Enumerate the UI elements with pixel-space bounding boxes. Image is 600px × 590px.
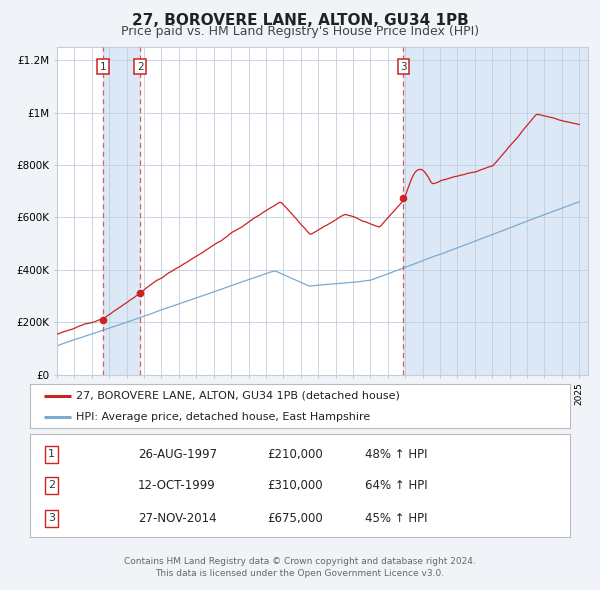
Text: 1: 1 xyxy=(48,450,55,459)
Text: £210,000: £210,000 xyxy=(268,448,323,461)
Text: 27-NOV-2014: 27-NOV-2014 xyxy=(138,512,217,525)
Text: HPI: Average price, detached house, East Hampshire: HPI: Average price, detached house, East… xyxy=(76,412,370,422)
Text: Contains HM Land Registry data © Crown copyright and database right 2024.: Contains HM Land Registry data © Crown c… xyxy=(124,557,476,566)
Bar xyxy=(403,47,588,375)
Text: £675,000: £675,000 xyxy=(268,512,323,525)
Text: 27, BOROVERE LANE, ALTON, GU34 1PB (detached house): 27, BOROVERE LANE, ALTON, GU34 1PB (deta… xyxy=(76,391,400,401)
Text: 3: 3 xyxy=(48,513,55,523)
Text: 2: 2 xyxy=(137,62,143,72)
Text: 12-OCT-1999: 12-OCT-1999 xyxy=(138,478,216,492)
Text: This data is licensed under the Open Government Licence v3.0.: This data is licensed under the Open Gov… xyxy=(155,569,445,578)
Text: 26-AUG-1997: 26-AUG-1997 xyxy=(138,448,217,461)
Text: 27, BOROVERE LANE, ALTON, GU34 1PB: 27, BOROVERE LANE, ALTON, GU34 1PB xyxy=(131,13,469,28)
Text: 3: 3 xyxy=(400,62,407,72)
Text: 48% ↑ HPI: 48% ↑ HPI xyxy=(365,448,427,461)
Text: 1: 1 xyxy=(100,62,106,72)
Text: Price paid vs. HM Land Registry's House Price Index (HPI): Price paid vs. HM Land Registry's House … xyxy=(121,25,479,38)
Text: 2: 2 xyxy=(48,480,55,490)
Text: 64% ↑ HPI: 64% ↑ HPI xyxy=(365,478,427,492)
Text: £310,000: £310,000 xyxy=(268,478,323,492)
Bar xyxy=(103,47,140,375)
Text: 45% ↑ HPI: 45% ↑ HPI xyxy=(365,512,427,525)
